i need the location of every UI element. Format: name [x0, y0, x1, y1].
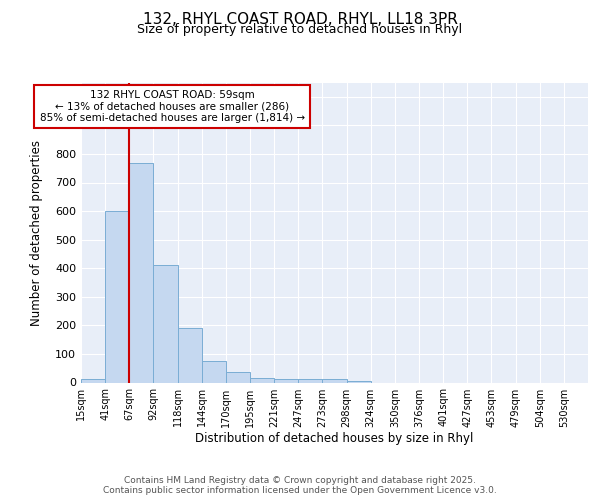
- Text: 132 RHYL COAST ROAD: 59sqm
← 13% of detached houses are smaller (286)
85% of sem: 132 RHYL COAST ROAD: 59sqm ← 13% of deta…: [40, 90, 305, 123]
- X-axis label: Distribution of detached houses by size in Rhyl: Distribution of detached houses by size …: [196, 432, 473, 446]
- Text: Size of property relative to detached houses in Rhyl: Size of property relative to detached ho…: [137, 22, 463, 36]
- Text: Contains HM Land Registry data © Crown copyright and database right 2025.
Contai: Contains HM Land Registry data © Crown c…: [103, 476, 497, 495]
- Bar: [298, 379, 322, 382]
- Bar: [178, 328, 202, 382]
- Bar: [322, 379, 347, 382]
- Bar: [347, 381, 371, 382]
- Bar: [274, 378, 298, 382]
- Bar: [105, 211, 129, 382]
- Text: 132, RHYL COAST ROAD, RHYL, LL18 3PR: 132, RHYL COAST ROAD, RHYL, LL18 3PR: [143, 12, 457, 28]
- Bar: [226, 372, 250, 382]
- Bar: [202, 361, 226, 382]
- Y-axis label: Number of detached properties: Number of detached properties: [29, 140, 43, 326]
- Bar: [250, 378, 274, 382]
- Bar: [154, 266, 178, 382]
- Bar: [81, 379, 105, 382]
- Bar: [129, 162, 154, 382]
